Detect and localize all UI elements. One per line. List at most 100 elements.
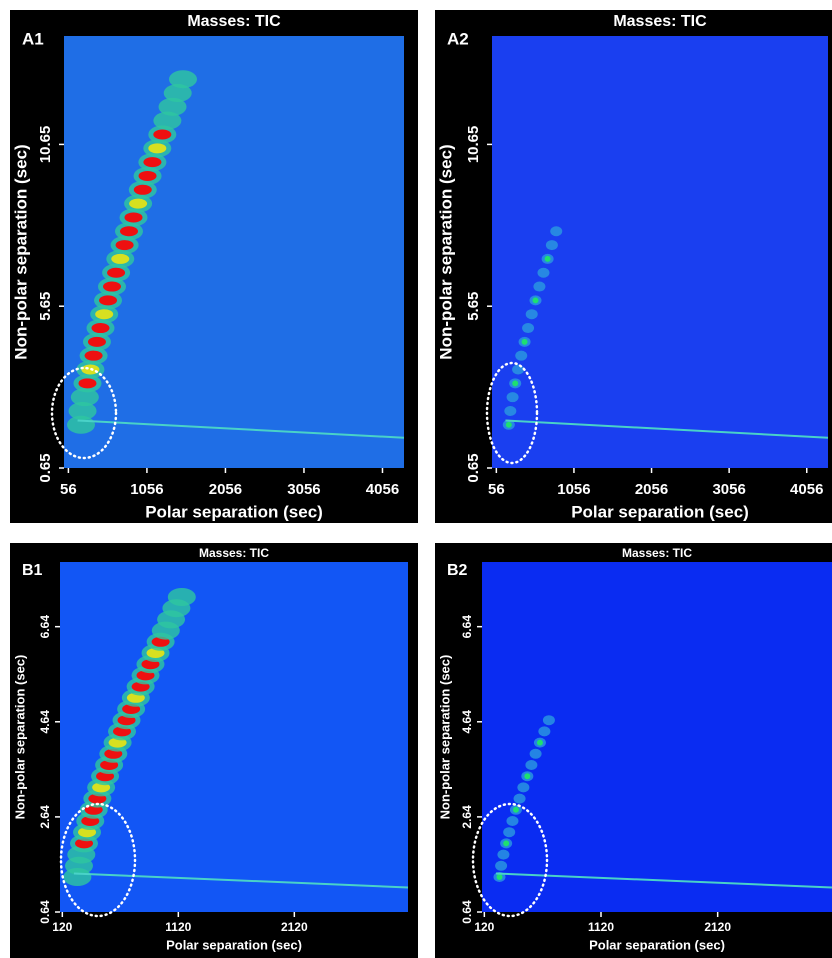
peak-halo — [68, 401, 97, 420]
peak-halo — [513, 793, 526, 804]
panel-label: B2 — [447, 562, 468, 579]
peak-halo — [542, 715, 555, 726]
x-tick-label: 4056 — [366, 481, 399, 498]
peak-halo — [158, 97, 187, 116]
chart-title: Masses: TIC — [187, 13, 281, 30]
peak-halo — [538, 726, 551, 737]
peak-core — [115, 240, 134, 251]
peak-core — [107, 267, 126, 278]
baseline-streak — [77, 419, 405, 439]
peak-halo — [169, 70, 197, 89]
peak-core — [521, 338, 528, 345]
peak-halo — [529, 748, 542, 759]
peak-core — [120, 226, 139, 237]
panel-label: B1 — [22, 562, 43, 579]
peak-core — [124, 212, 143, 223]
y-axis-label: Non-polar separation (sec) — [12, 655, 27, 820]
peak-halo — [533, 281, 546, 292]
x-axis-label: Polar separation (sec) — [166, 937, 302, 952]
x-tick-label: 2120 — [704, 920, 731, 934]
peak-core — [84, 350, 103, 361]
peak-core — [129, 198, 148, 209]
peak-core — [99, 295, 118, 306]
x-tick-label: 120 — [52, 920, 72, 934]
peak-halo — [495, 860, 508, 871]
y-tick-label: 2.64 — [460, 805, 474, 829]
peak-core — [143, 157, 162, 168]
baseline-streak — [73, 872, 409, 889]
x-tick-label: 1056 — [557, 481, 590, 498]
highlight-ellipse — [471, 802, 549, 918]
peak-halo — [503, 827, 516, 838]
peak-core — [138, 170, 157, 181]
baseline-streak — [505, 419, 829, 439]
panel-label: A2 — [447, 29, 469, 48]
peak-core — [496, 874, 503, 880]
y-tick-label: 4.64 — [38, 710, 52, 734]
peak-halo — [506, 816, 519, 826]
peak-core — [532, 297, 539, 304]
peak-halo — [517, 782, 530, 793]
peak-core — [544, 255, 551, 262]
peak-core — [111, 253, 130, 264]
x-tick-label: 3056 — [287, 481, 320, 498]
peak-core — [133, 184, 152, 195]
peak-core — [148, 143, 167, 154]
x-tick-label: 56 — [60, 481, 77, 498]
peak-core — [503, 840, 510, 847]
x-tick-label: 3056 — [712, 481, 745, 498]
x-axis-label: Polar separation (sec) — [589, 937, 725, 952]
peak-halo — [504, 405, 517, 416]
highlight-ellipse — [50, 366, 118, 460]
y-tick-label: 0.64 — [460, 900, 474, 924]
peak-core — [78, 378, 97, 389]
chart-title: Masses: TIC — [613, 13, 707, 30]
y-tick-label: 6.64 — [38, 615, 52, 639]
peak-core — [153, 129, 172, 140]
x-tick-label: 56 — [488, 481, 505, 498]
panel-label: A1 — [22, 29, 44, 48]
x-axis-label: Polar separation (sec) — [571, 502, 749, 521]
y-tick-label: 2.64 — [38, 805, 52, 829]
baseline-streak — [495, 872, 832, 889]
y-tick-label: 5.65 — [465, 292, 482, 321]
peak-halo — [522, 323, 535, 334]
plot-area — [492, 36, 828, 468]
y-tick-label: 4.64 — [460, 710, 474, 734]
y-tick-label: 10.65 — [37, 126, 54, 164]
x-tick-label: 4056 — [790, 481, 823, 498]
y-tick-label: 10.65 — [465, 126, 482, 164]
peak-core — [512, 380, 519, 387]
y-axis-label: Non-polar separation (sec) — [11, 144, 30, 359]
chart-title: Masses: TIC — [622, 546, 692, 560]
peak-core — [512, 806, 519, 813]
highlight-ellipse — [485, 361, 539, 465]
peak-halo — [153, 111, 182, 130]
x-tick-label: 120 — [474, 920, 494, 934]
x-tick-label: 2056 — [209, 481, 242, 498]
y-tick-label: 6.64 — [460, 615, 474, 639]
peak-halo — [497, 849, 510, 860]
y-tick-label: 5.65 — [37, 292, 54, 321]
y-tick-label: 0.65 — [465, 453, 482, 482]
x-tick-label: 1120 — [165, 920, 191, 934]
x-axis-label: Polar separation (sec) — [145, 502, 323, 521]
peak-core — [91, 323, 110, 334]
x-tick-label: 2120 — [281, 920, 308, 934]
y-axis-label: Non-polar separation (sec) — [437, 655, 452, 820]
peak-halo — [163, 84, 192, 103]
peak-halo — [506, 392, 519, 403]
peak-halo — [167, 588, 196, 606]
highlight-ellipse — [59, 802, 137, 918]
y-tick-label: 0.64 — [38, 900, 52, 924]
peak-core — [95, 309, 114, 320]
peak-core — [102, 281, 121, 292]
peak-halo — [525, 760, 538, 770]
y-tick-label: 0.65 — [37, 453, 54, 482]
peak-core — [536, 739, 543, 746]
x-tick-label: 1056 — [130, 481, 163, 498]
peak-halo — [537, 267, 550, 278]
peak-halo — [515, 350, 528, 361]
peak-halo — [545, 240, 558, 251]
